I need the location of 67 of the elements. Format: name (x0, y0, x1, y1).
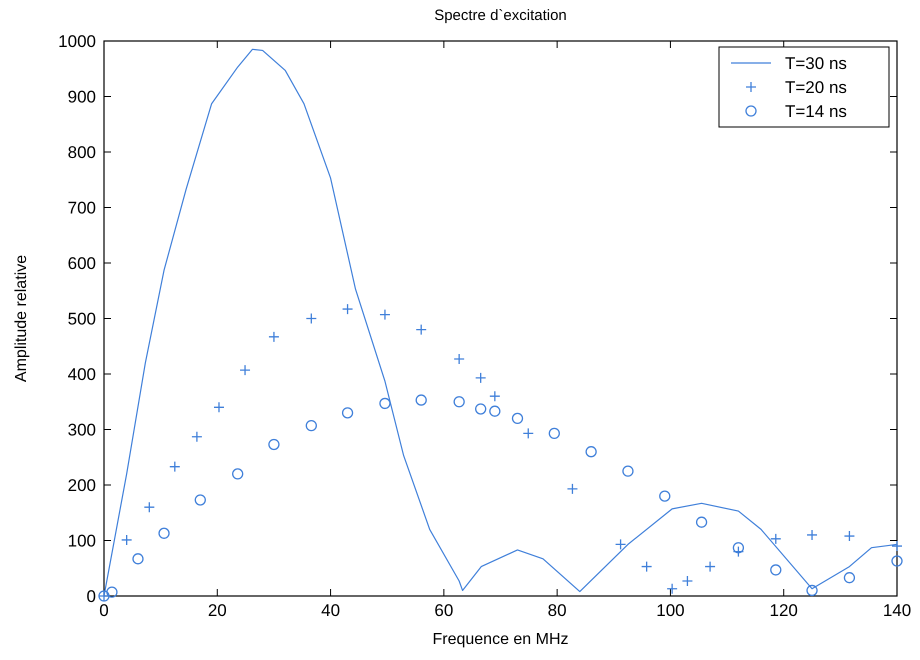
x-tick-label: 80 (548, 601, 567, 620)
point (306, 312, 317, 324)
point (806, 584, 818, 596)
point (806, 529, 818, 541)
point (585, 446, 597, 458)
point (306, 420, 317, 432)
point (232, 468, 244, 480)
y-tick-label: 800 (68, 143, 96, 162)
point (891, 540, 903, 552)
point (379, 398, 391, 410)
point (682, 575, 694, 587)
x-tick-label: 20 (208, 601, 227, 620)
point (475, 403, 486, 415)
y-tick-label: 600 (68, 254, 96, 273)
point (194, 494, 206, 506)
point (566, 483, 578, 495)
y-axis-title: Amplitude relative (13, 254, 30, 382)
x-tick-label: 100 (656, 601, 685, 620)
point (158, 528, 170, 539)
x-axis-title: Frequence en MHz (432, 631, 569, 648)
x-tick-label: 120 (770, 601, 798, 620)
point (696, 516, 708, 528)
point (891, 555, 903, 567)
x-tick-label: 60 (434, 601, 454, 620)
point (622, 465, 634, 477)
point (548, 428, 560, 440)
y-tick-label: 700 (68, 198, 96, 218)
point (659, 490, 670, 502)
point (640, 560, 652, 572)
point (489, 406, 500, 417)
point (379, 308, 391, 320)
y-tick-label: 900 (68, 88, 96, 106)
point (268, 438, 280, 450)
point (732, 542, 744, 554)
y-tick-label: 1000 (58, 32, 96, 51)
chart-title: Spectre d`excitation (434, 7, 567, 24)
point (132, 553, 144, 564)
legend-label: T=20 ns (785, 78, 847, 97)
point (666, 583, 678, 594)
y-tick-label: 100 (68, 532, 96, 550)
point (614, 538, 626, 550)
point (239, 364, 251, 376)
point (770, 564, 782, 576)
point (512, 412, 524, 424)
y-tick-label: 200 (68, 476, 96, 495)
point (454, 396, 465, 408)
y-tick-label: 500 (68, 310, 96, 328)
point (106, 586, 118, 598)
legend-label: T=30 ns (785, 54, 847, 73)
x-tick-label: 140 (882, 601, 912, 620)
x-tick-label: 40 (321, 601, 340, 620)
point (121, 534, 132, 546)
point (454, 353, 465, 365)
y-tick-label: 300 (68, 420, 96, 440)
y-tick-label: 0 (86, 587, 96, 606)
point (844, 530, 856, 542)
point (416, 394, 427, 406)
point (704, 560, 716, 572)
y-tick-label: 400 (68, 365, 96, 384)
legend-label: T=14 ns (785, 102, 847, 121)
point (342, 407, 354, 418)
point (191, 431, 203, 442)
point (268, 331, 280, 342)
point (213, 402, 225, 413)
x-tick-label: 0 (99, 601, 109, 620)
point (342, 303, 354, 315)
point (844, 572, 856, 584)
